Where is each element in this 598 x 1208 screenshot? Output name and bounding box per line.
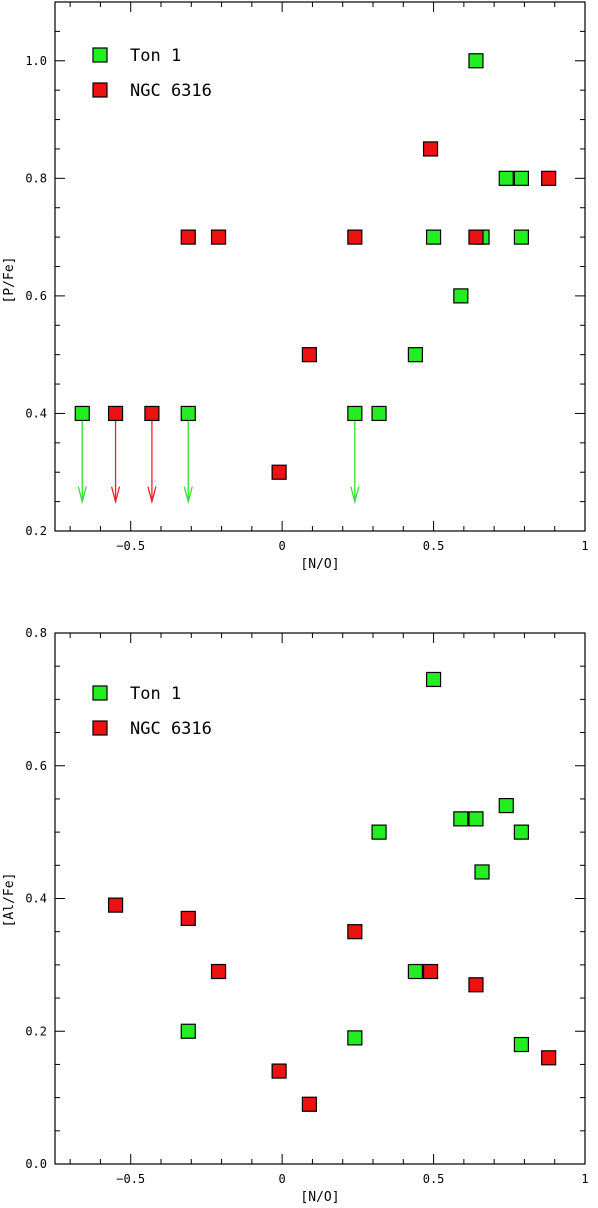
legend-marker-ngc6316: [92, 82, 108, 98]
y-tick-label: 0.6: [25, 289, 47, 303]
ngc6316-point: [210, 963, 227, 980]
upper-limit-arrowhead: [77, 486, 87, 505]
y-tick-label: 0.0: [25, 1157, 47, 1171]
ton1-point: [453, 288, 469, 304]
y-tick-label: 0.2: [25, 524, 47, 538]
x-tick-label: 0: [279, 539, 286, 553]
upper-limit-arrowhead: [350, 486, 360, 505]
ton1-point: [407, 963, 423, 980]
ton1-point: [513, 229, 530, 245]
ngc6316-point: [422, 141, 439, 157]
y-tick-label: 0.2: [25, 1024, 47, 1038]
ton1-point: [425, 229, 442, 245]
panel-1: −0.5 0 0.5 1 0.2 0.4 0.6 0.8 1.0 [N/O] [P/Fe] Ton 1…: [2, 1, 589, 572]
ngc6316-point: [347, 924, 363, 940]
y-axis-title: [Al/Fe]: [2, 873, 17, 928]
ngc6316-point: [180, 229, 196, 245]
y-tick-label: 0.4: [25, 406, 47, 420]
legend-marker-ton1: [92, 685, 108, 701]
ton1-point: [513, 1036, 530, 1053]
panel-2: −0.5 0 0.5 1 0.0 0.2 0.4 0.6 0.8 [N/O] [Al/Fe] Ton …: [2, 626, 589, 1205]
x-axis-title: [N/O]: [300, 1190, 339, 1205]
ngc6316-point: [347, 229, 363, 245]
ngc6316-point: [144, 405, 160, 422]
ngc6316-point: [301, 347, 317, 363]
ngc6316-point: [107, 897, 124, 913]
legend-marker-ngc6316: [92, 720, 108, 736]
ton1-point: [474, 864, 490, 880]
ton1-point: [498, 797, 514, 814]
x-tick-label: −0.5: [116, 1172, 145, 1186]
upper-limit-arrowhead: [183, 486, 193, 505]
legend-label-ton1: Ton 1: [130, 684, 181, 704]
x-tick-label: 0.5: [423, 1172, 445, 1186]
ton1-point: [407, 347, 423, 363]
ngc6316-point: [301, 1096, 317, 1112]
legend-label-ton1: Ton 1: [130, 46, 181, 66]
ton1-point: [513, 170, 530, 186]
y-tick-label: 1.0: [25, 54, 47, 68]
ton1-point: [371, 405, 387, 422]
ton1-point: [468, 53, 484, 69]
ton1-point: [425, 671, 442, 688]
ton1-point: [347, 1030, 363, 1046]
y-tick-label: 0.6: [25, 759, 47, 773]
ton1-point: [347, 405, 363, 422]
plot-frame: [54, 632, 586, 1165]
ton1-point: [498, 170, 514, 186]
legend-marker-ton1: [92, 47, 108, 63]
ton1-point: [180, 405, 196, 422]
y-tick-label: 0.8: [25, 171, 47, 185]
ton1-point: [371, 824, 387, 840]
ton1-point: [180, 1023, 196, 1039]
ngc6316-point: [541, 1050, 557, 1066]
ton1-point: [453, 811, 469, 827]
legend-label-ngc6316: NGC 6316: [130, 81, 212, 101]
ngc6316-point: [422, 963, 439, 980]
ngc6316-point: [107, 405, 124, 422]
legend-label-ngc6316: NGC 6316: [130, 719, 212, 739]
x-tick-label: −0.5: [116, 539, 145, 553]
ngc6316-point: [541, 170, 557, 186]
x-tick-label: 1: [581, 1172, 588, 1186]
x-axis-title: [N/O]: [300, 557, 339, 572]
y-tick-label: 0.4: [25, 892, 47, 906]
ngc6316-point: [468, 977, 484, 993]
ngc6316-point: [271, 464, 287, 480]
x-tick-label: 1: [581, 539, 588, 553]
x-tick-label: 0.5: [423, 539, 445, 553]
ngc6316-point: [271, 1063, 287, 1079]
upper-limit-arrowhead: [147, 486, 157, 505]
ngc6316-point: [180, 910, 196, 927]
ngc6316-point: [468, 229, 484, 245]
ton1-point: [513, 824, 530, 840]
ngc6316-point: [210, 229, 227, 245]
ton1-point: [74, 405, 90, 422]
y-tick-label: 0.8: [25, 626, 47, 640]
x-tick-label: 0: [279, 1172, 286, 1186]
y-axis-title: [P/Fe]: [2, 257, 17, 304]
ton1-point: [468, 811, 484, 827]
upper-limit-arrowhead: [110, 486, 121, 505]
